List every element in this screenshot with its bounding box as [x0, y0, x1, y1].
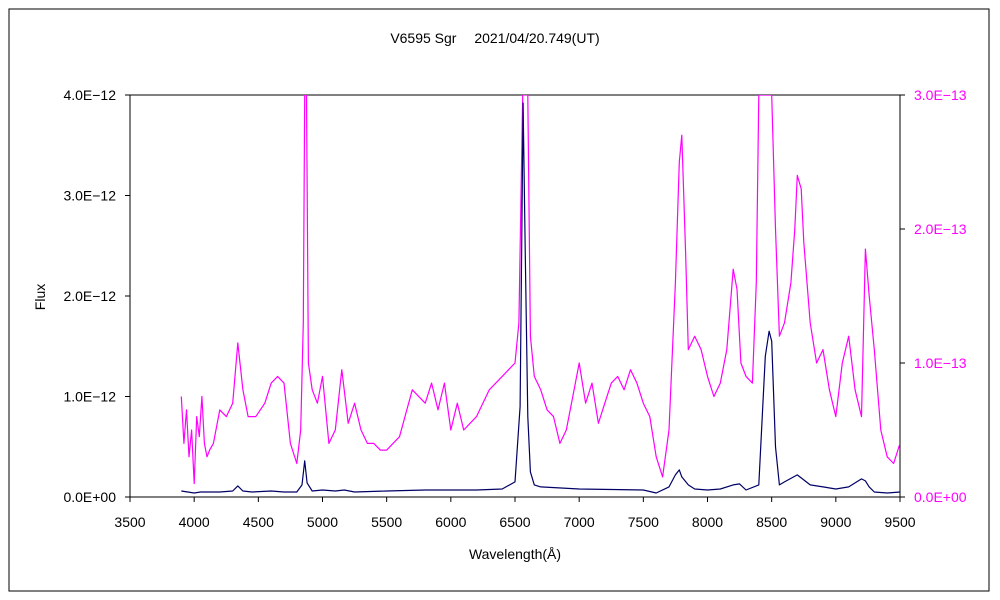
y-left-tick-label: 2.0E−12	[63, 288, 116, 304]
y-right-tick-label: 0.0E+00	[914, 489, 967, 505]
y-axis-right: 0.0E+00 1.0E−13 2.0E−13 3.0E−13	[900, 87, 967, 505]
series-line-left-axis	[181, 102, 900, 494]
y-right-tick-label: 2.0E−13	[914, 221, 967, 237]
x-tick-label: 4500	[243, 514, 274, 530]
y-axis-label: Flux	[32, 284, 48, 310]
y-left-tick-label: 4.0E−12	[63, 87, 116, 103]
y-left-tick-label: 0.0E+00	[63, 489, 116, 505]
y-axis-left: 0.0E+00 1.0E−12 2.0E−12 3.0E−12 4.0E−12	[63, 87, 130, 505]
y-right-tick-label: 1.0E−13	[914, 355, 967, 371]
y-right-tick-label: 3.0E−13	[914, 87, 967, 103]
y-left-tick-label: 1.0E−12	[63, 389, 116, 405]
chart-title: V6595 Sgr 2021/04/20.749(UT)	[390, 30, 599, 46]
chart-border	[8, 8, 990, 592]
x-tick-label: 7000	[564, 514, 595, 530]
x-tick-label: 9000	[820, 514, 851, 530]
x-tick-label: 6000	[435, 514, 466, 530]
x-tick-label: 3500	[114, 514, 145, 530]
x-axis: 3500 4000 4500 5000 5500 6000 6500 7000 7500 8000…	[114, 497, 916, 530]
x-tick-label: 4000	[179, 514, 210, 530]
y-left-tick-label: 3.0E−12	[63, 188, 116, 204]
x-tick-label: 6500	[499, 514, 530, 530]
x-tick-label: 8000	[692, 514, 723, 530]
x-tick-label: 5500	[371, 514, 402, 530]
x-tick-label: 9500	[884, 514, 915, 530]
x-axis-label: Wavelength(Å)	[469, 546, 561, 562]
x-tick-label: 5000	[307, 514, 338, 530]
series-line-right-axis	[180, 95, 900, 485]
series-layer	[180, 95, 900, 494]
x-tick-label: 7500	[628, 514, 659, 530]
x-tick-label: 8500	[756, 514, 787, 530]
